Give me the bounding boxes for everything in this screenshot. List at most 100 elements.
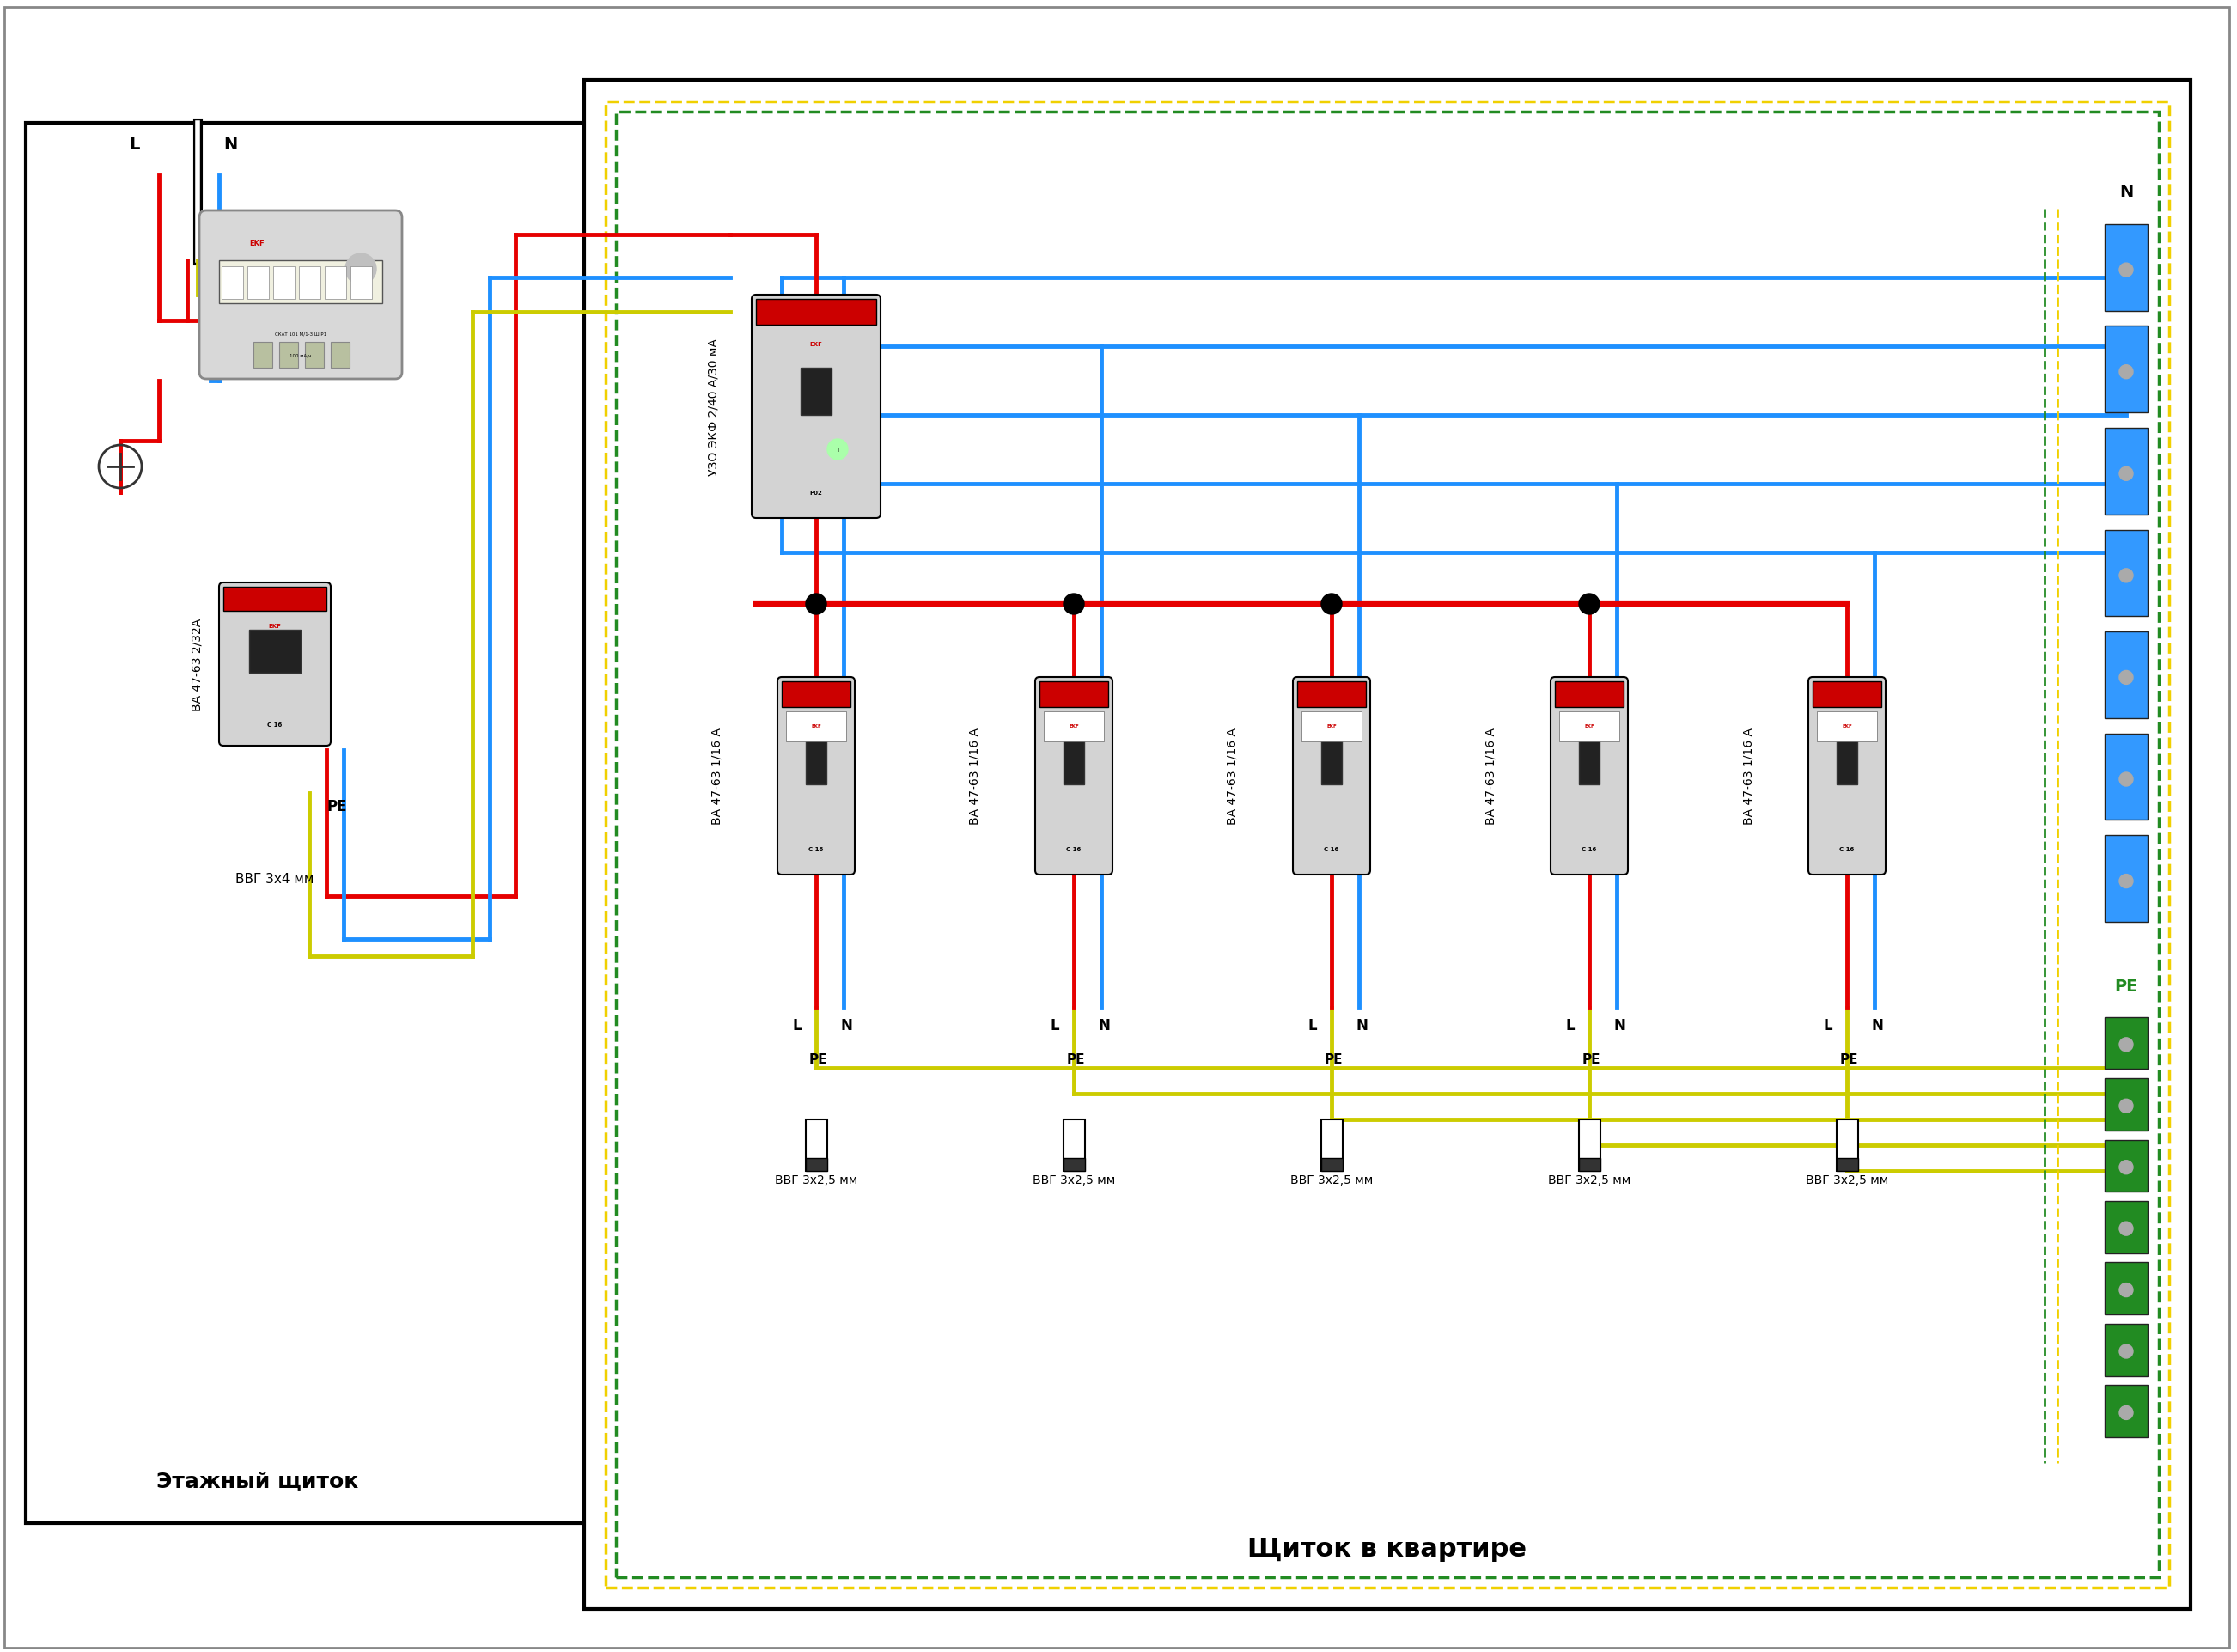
Circle shape [2118, 570, 2134, 583]
Bar [2105, 530, 2148, 616]
Text: Этажный щиток: Этажный щиток [157, 1470, 358, 1490]
FancyBboxPatch shape [1550, 677, 1629, 876]
Bar [801, 368, 832, 416]
Circle shape [1063, 595, 1085, 615]
Bar [2105, 225, 2148, 311]
FancyBboxPatch shape [752, 296, 881, 519]
Text: ВА 47-63 1/16 А: ВА 47-63 1/16 А [711, 727, 723, 824]
Text: EKF: EKF [1327, 724, 1335, 729]
Bar [1063, 1120, 1085, 1171]
Text: L: L [1309, 1018, 1318, 1032]
Bar [219, 261, 383, 304]
Bar [280, 342, 298, 368]
Circle shape [805, 595, 825, 615]
Bar [2105, 428, 2148, 515]
Circle shape [2118, 671, 2134, 684]
Text: ВА 47-63 1/16 А: ВА 47-63 1/16 А [969, 727, 982, 824]
Bar [1320, 1158, 1342, 1171]
Bar [1045, 712, 1103, 742]
Text: L: L [792, 1018, 801, 1032]
Bar [1320, 1120, 1342, 1171]
Text: ВА 47-63 1/16 А: ВА 47-63 1/16 А [1485, 727, 1497, 824]
Circle shape [2118, 1345, 2134, 1358]
Circle shape [828, 439, 848, 461]
Bar [324, 268, 347, 299]
Circle shape [2118, 1406, 2134, 1419]
Bar [1559, 712, 1620, 742]
Bar [606, 102, 2170, 1588]
Bar [1040, 682, 1107, 707]
Bar [1579, 1158, 1599, 1171]
Bar [2105, 836, 2148, 922]
Circle shape [2118, 773, 2134, 786]
Circle shape [2118, 1284, 2134, 1297]
Circle shape [2118, 1222, 2134, 1236]
Text: PE: PE [808, 1052, 828, 1066]
Circle shape [2118, 1161, 2134, 1175]
Bar [781, 682, 850, 707]
Bar [1812, 682, 1881, 707]
Text: C 16: C 16 [268, 722, 282, 727]
FancyBboxPatch shape [1293, 677, 1371, 876]
Bar [2105, 1140, 2148, 1193]
Bar [1837, 737, 1857, 785]
Text: PE: PE [327, 798, 347, 814]
Text: 100 мА/ч: 100 мА/ч [291, 354, 311, 357]
Bar [2105, 1386, 2148, 1437]
Circle shape [2118, 1037, 2134, 1052]
Text: ВВГ 3х2,5 мм: ВВГ 3х2,5 мм [774, 1173, 857, 1186]
FancyBboxPatch shape [1036, 677, 1112, 876]
Bar [756, 299, 877, 325]
Bar [2105, 327, 2148, 413]
Text: C 16: C 16 [1324, 846, 1340, 852]
Circle shape [2118, 874, 2134, 889]
Text: L: L [1566, 1018, 1575, 1032]
FancyBboxPatch shape [778, 677, 855, 876]
Text: ВВГ 3х2,5 мм: ВВГ 3х2,5 мм [1805, 1173, 1888, 1186]
Text: EKF: EKF [248, 240, 264, 248]
Text: ВА 47-63 2/32А: ВА 47-63 2/32А [192, 618, 204, 710]
Bar [2105, 1079, 2148, 1130]
FancyBboxPatch shape [199, 211, 403, 380]
Bar [351, 268, 371, 299]
Bar [1816, 712, 1877, 742]
Text: P02: P02 [810, 491, 823, 496]
Circle shape [2118, 365, 2134, 380]
Circle shape [2118, 1099, 2134, 1113]
Text: N: N [2118, 183, 2134, 200]
Bar [1322, 737, 1342, 785]
Bar [1555, 682, 1624, 707]
Bar [273, 268, 295, 299]
Text: ВВГ 3х2,5 мм: ВВГ 3х2,5 мм [1548, 1173, 1631, 1186]
Bar [248, 629, 300, 672]
Text: EKF: EKF [1584, 724, 1595, 729]
Text: EKF: EKF [268, 623, 282, 628]
Bar [221, 268, 244, 299]
Bar [1063, 737, 1085, 785]
Bar [2105, 733, 2148, 821]
Text: УЗО ЭКФ 2/40 А/30 мА: УЗО ЭКФ 2/40 А/30 мА [707, 339, 718, 476]
Text: ВВГ 3х2,5 мм: ВВГ 3х2,5 мм [1033, 1173, 1116, 1186]
Text: N: N [1870, 1018, 1884, 1032]
Bar [300, 268, 320, 299]
Bar [785, 712, 846, 742]
Text: PE: PE [2114, 978, 2139, 995]
Bar [1579, 1120, 1599, 1171]
Bar [615, 112, 2159, 1578]
FancyBboxPatch shape [1807, 677, 1886, 876]
Bar [2105, 633, 2148, 719]
Circle shape [2118, 264, 2134, 278]
Bar [1837, 1120, 1857, 1171]
Text: PE: PE [1582, 1052, 1599, 1066]
Text: C 16: C 16 [1582, 846, 1597, 852]
Bar [805, 1120, 828, 1171]
Bar [2105, 1262, 2148, 1315]
Text: ВВГ 3х4 мм: ВВГ 3х4 мм [235, 872, 313, 885]
Text: N: N [1098, 1018, 1110, 1032]
Text: PE: PE [1324, 1052, 1342, 1066]
Bar [224, 588, 327, 611]
Circle shape [1579, 595, 1599, 615]
Circle shape [344, 254, 376, 286]
Text: EKF: EKF [812, 724, 821, 729]
Text: C 16: C 16 [1839, 846, 1854, 852]
